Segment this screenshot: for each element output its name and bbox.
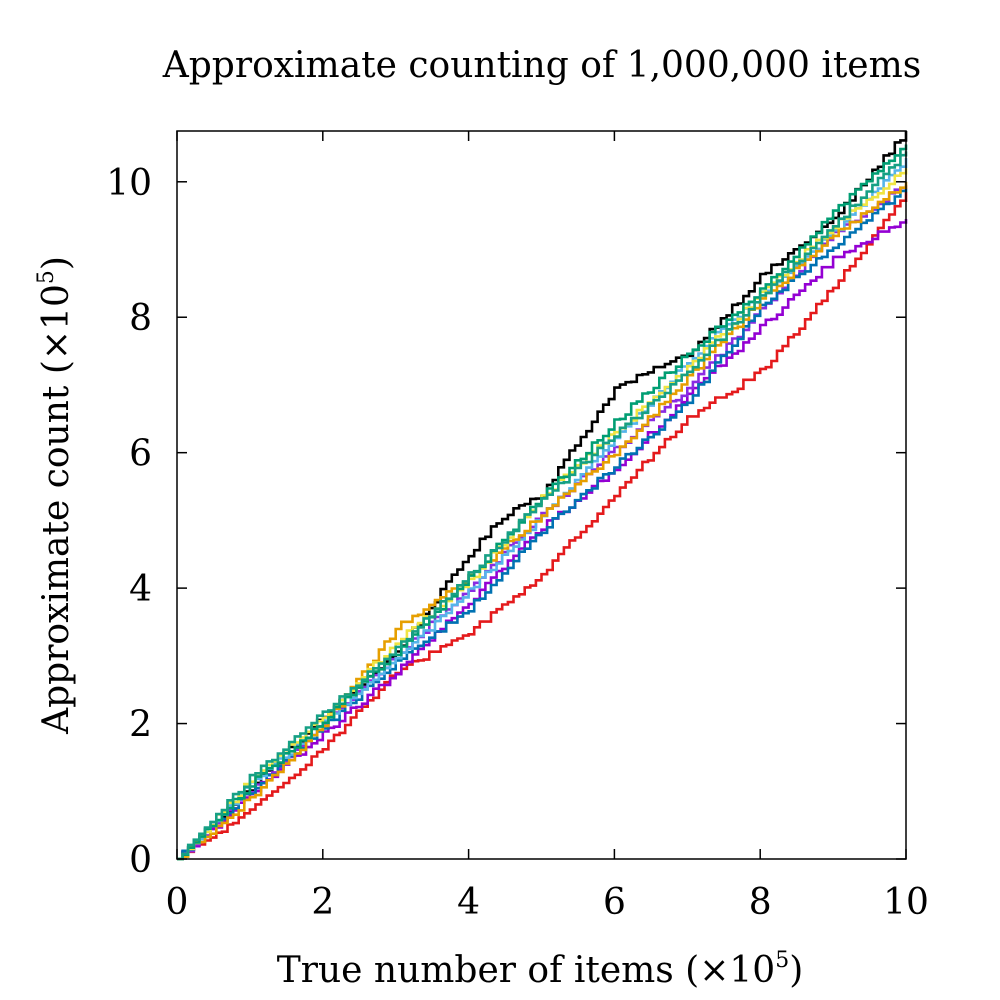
y-tick-label-3: 6	[129, 434, 152, 475]
y-axis-label-close: )	[36, 256, 77, 270]
y-tick-label-1: 2	[129, 705, 152, 746]
x-tick-label-0: 0	[166, 882, 189, 923]
x-tick-label-1: 2	[311, 882, 334, 923]
series-layer	[177, 131, 908, 861]
ticks-layer: 0 2 4 6 8 10 0 2 4 6 8 10	[106, 131, 929, 923]
x-tick-label-3: 6	[603, 882, 626, 923]
x-axis-label: True number of items (×105)	[277, 948, 804, 991]
y-axis-label-text: Approximate count (×10	[36, 284, 77, 735]
y-tick-label-0: 0	[129, 840, 152, 881]
series-line-10	[177, 151, 908, 861]
y-axis-label-exponent: 5	[34, 270, 59, 284]
y-tick-label-5: 10	[106, 163, 152, 204]
series-line-7	[177, 181, 908, 861]
x-axis-label-close: )	[789, 950, 803, 991]
x-tick-label-2: 4	[457, 882, 480, 923]
x-axis-label-text: True number of items (×10	[277, 950, 775, 991]
y-axis-label: Approximate count (×105)	[34, 256, 77, 735]
series-line-2	[177, 191, 908, 861]
chart-title: Approximate counting of 1,000,000 items	[162, 45, 921, 86]
x-tick-label-4: 8	[749, 882, 772, 923]
plot-frame	[176, 130, 907, 860]
x-tick-label-5: 10	[883, 882, 929, 923]
x-axis-label-exponent: 5	[775, 948, 789, 973]
y-tick-label-2: 4	[129, 569, 152, 610]
y-tick-label-4: 8	[129, 298, 152, 339]
